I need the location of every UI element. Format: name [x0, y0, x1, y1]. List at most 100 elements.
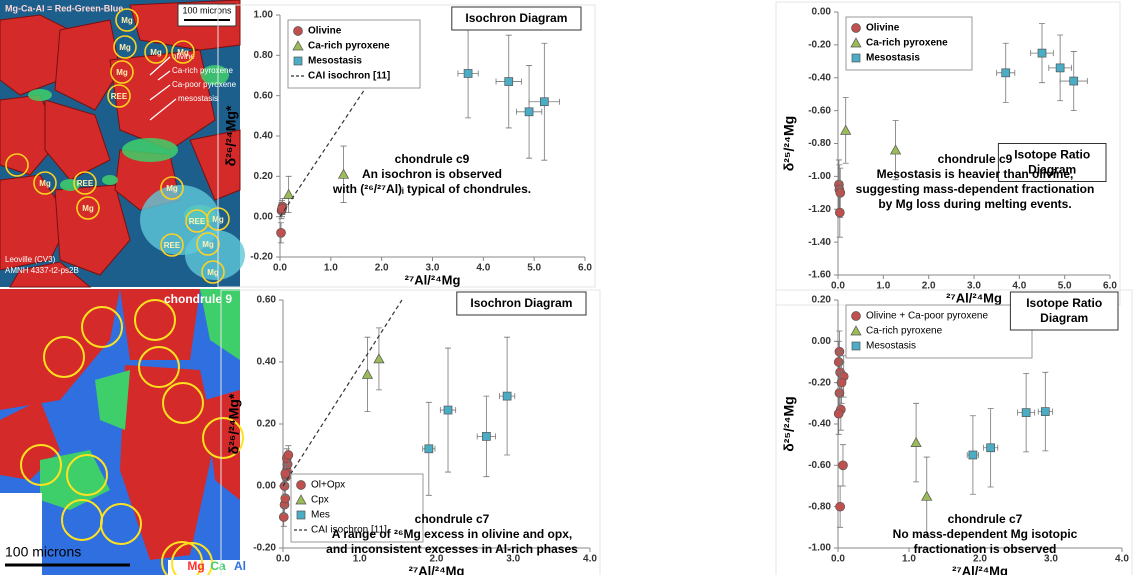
x-tick-label: 4.0	[1012, 281, 1026, 292]
spot-label: REE	[111, 92, 128, 101]
x-tick-label: 5.0	[527, 263, 541, 274]
legend: Olivine Ca-rich pyroxene Mesostasis	[845, 16, 973, 71]
pointer-line	[157, 70, 171, 81]
spot-label: Mg	[119, 43, 131, 52]
chart-title: Isochron Diagram	[465, 11, 567, 25]
mineral-region	[120, 365, 215, 560]
data-point	[424, 444, 434, 454]
x-tick-label: 2.0	[973, 554, 987, 565]
analysis-spot	[161, 541, 203, 575]
y-tick-label: -1.60	[808, 270, 831, 281]
y-tick-label: 0.40	[254, 131, 274, 142]
x-axis-label: ²⁷Al/²⁴Mg	[405, 272, 461, 287]
olivine-grain	[109, 49, 216, 151]
data-point	[838, 460, 848, 471]
x-tick-label: 4.0	[583, 554, 597, 565]
chart-frame	[775, 289, 1133, 575]
legend-label: Mesostasis	[866, 53, 920, 64]
x-tick-label: 6.0	[578, 263, 592, 274]
legend: Ol+Opx Cpx Mes CAI isochron [11]	[290, 473, 424, 543]
spot-label: Mg	[39, 179, 51, 188]
element-key: Ca	[210, 559, 226, 573]
data-point	[1021, 408, 1031, 417]
data-point	[968, 450, 978, 460]
chart-title: Diagram	[1040, 311, 1088, 325]
analysis-spot	[76, 196, 100, 220]
legend-label: Mesostasis	[308, 56, 362, 67]
data-point	[1037, 48, 1047, 58]
data-point	[835, 187, 846, 198]
analysis-spot	[196, 232, 220, 256]
data-point	[1055, 63, 1065, 73]
y-tick-label: -0.20	[253, 543, 276, 554]
spot-label: REE	[77, 179, 94, 188]
data-point	[293, 56, 303, 66]
title-box	[997, 143, 1107, 182]
y-tick-label: -0.40	[808, 419, 831, 430]
data-point	[463, 69, 473, 78]
scale-bar-label: 100 microns	[182, 5, 232, 15]
chart: -1.60 -1.40 -1.20 -1.00 -0.80 -0.60 -0.40 -0.20…	[775, 1, 1121, 306]
element-key: Al	[234, 559, 246, 573]
data-point	[443, 405, 453, 415]
analysis-spot	[5, 153, 29, 177]
x-tick-label: 0.0	[831, 554, 845, 565]
pyroxene-patch	[122, 138, 178, 162]
annotation: chondrule c9	[395, 152, 470, 166]
data-point	[280, 468, 291, 479]
analysis-spot	[20, 444, 62, 486]
data-point	[833, 408, 844, 419]
data-point	[283, 450, 294, 460]
legend-label: Ca-rich pyroxene	[866, 38, 948, 49]
data-point	[276, 227, 286, 238]
x-axis-label: ²⁷Al/²⁴Mg	[952, 563, 1008, 575]
data-point	[921, 490, 933, 501]
legend-box	[287, 19, 421, 89]
isochron-line	[279, 71, 378, 217]
data-point	[283, 188, 295, 199]
analysis-spot	[171, 40, 195, 64]
mineral-region	[0, 289, 120, 410]
olivine-grain	[9, 261, 92, 288]
legend-label: Ca-rich pyroxene	[866, 326, 943, 337]
x-tick-label: 3.0	[967, 281, 981, 292]
analysis-spot	[185, 209, 209, 233]
chart: -1.00 -0.80 -0.60 -0.40 -0.20 0.00 0.20 0.0 1.0 2…	[775, 289, 1133, 575]
y-tick-label: -0.60	[808, 460, 831, 471]
legend-box	[290, 473, 424, 543]
legend-box	[845, 16, 973, 71]
x-tick-label: 6.0	[1103, 281, 1117, 292]
spot-label: Mg	[150, 48, 162, 57]
data-point	[296, 510, 306, 520]
data-point	[850, 325, 862, 336]
data-point	[850, 37, 862, 48]
micrograph-bottom: chondrule 9 100 microns Mg Ca Al	[0, 289, 246, 575]
data-point	[834, 207, 845, 218]
pyroxene-patch	[201, 65, 229, 85]
chart-frame	[217, 4, 596, 288]
analysis-spot	[201, 260, 225, 284]
data-point	[851, 311, 861, 321]
sample-label: AMNH 4337-t2-ps2B	[5, 266, 79, 275]
mineral-region	[205, 390, 240, 500]
y-tick-label: -0.80	[808, 501, 831, 512]
spot-label: Mg	[116, 68, 128, 77]
y-tick-label: 0.20	[812, 295, 832, 306]
analysis-spot	[113, 35, 137, 59]
y-tick-label: -1.20	[808, 204, 831, 215]
title-box	[456, 291, 587, 316]
phase-label: mesostasis	[178, 94, 218, 103]
analysis-spot	[33, 171, 57, 195]
y-tick-label: 1.00	[254, 10, 274, 21]
spot-label: REE	[164, 241, 181, 250]
analysis-spot	[100, 503, 142, 545]
x-tick-label: 4.0	[476, 263, 490, 274]
data-point	[910, 436, 922, 447]
y-tick-label: -0.60	[808, 105, 831, 116]
y-tick-label: 0.00	[812, 7, 832, 18]
y-tick-label: 0.20	[254, 171, 274, 182]
legend-label: CAI isochron [11]	[311, 525, 387, 536]
analysis-spot	[134, 299, 176, 341]
annotation: with (²⁶/²⁷Al)ᵢ typical of chondrules.	[332, 182, 531, 196]
